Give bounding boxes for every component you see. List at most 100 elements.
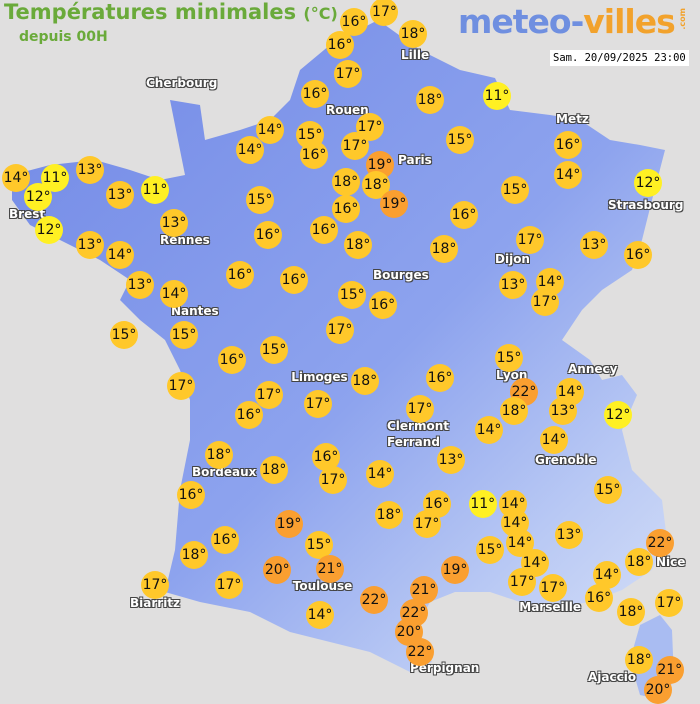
temperature-marker[interactable]: 20° xyxy=(263,556,292,584)
temperature-marker[interactable]: 18° xyxy=(375,501,403,529)
temperature-marker[interactable]: 22° xyxy=(646,528,674,557)
temperature-marker[interactable]: 13° xyxy=(126,271,154,299)
temperature-marker[interactable]: 21° xyxy=(316,554,344,583)
temperature-marker[interactable]: 16° xyxy=(211,526,239,554)
temperature-marker[interactable]: 17° xyxy=(215,571,243,599)
temperature-marker[interactable]: 11° xyxy=(483,82,511,110)
temperature-marker[interactable]: 18° xyxy=(617,598,645,626)
temperature-marker[interactable]: 17° xyxy=(319,466,347,494)
temperature-marker[interactable]: 16° xyxy=(235,401,263,429)
temperature-marker[interactable]: 18° xyxy=(350,367,379,395)
temperature-marker[interactable]: 18° xyxy=(625,645,654,674)
temperature-marker[interactable]: 13° xyxy=(549,397,577,426)
temperature-marker[interactable]: 15° xyxy=(246,186,274,214)
temperature-marker[interactable]: 17° xyxy=(334,60,362,88)
temperature-marker[interactable]: 13° xyxy=(437,446,465,474)
temperature-marker[interactable]: 16° xyxy=(226,261,254,289)
temperature-marker[interactable]: 14° xyxy=(256,116,284,144)
temperature-marker[interactable]: 16° xyxy=(339,8,368,36)
temperature-marker[interactable]: 11° xyxy=(468,490,497,518)
temperature-marker[interactable]: 14° xyxy=(236,136,264,164)
temperature-marker[interactable]: 16° xyxy=(332,195,360,223)
temperature-marker[interactable]: 16° xyxy=(300,141,328,169)
temperature-marker[interactable]: 15° xyxy=(338,281,367,309)
temperature-marker[interactable]: 12° xyxy=(604,401,632,429)
temperature-marker[interactable]: 13° xyxy=(555,521,583,549)
temperature-marker[interactable]: 14° xyxy=(366,460,394,488)
temperature-marker[interactable]: 13° xyxy=(76,156,104,184)
temperature-marker[interactable]: 17° xyxy=(508,568,537,597)
temperature-marker[interactable]: 16° xyxy=(280,266,308,294)
temperature-marker[interactable]: 18° xyxy=(344,231,372,259)
temperature-marker[interactable]: 13° xyxy=(580,231,608,259)
temperature-marker[interactable]: 17° xyxy=(304,390,332,418)
temperature-marker[interactable]: 13° xyxy=(160,208,188,237)
temperature-marker[interactable]: 17° xyxy=(255,381,283,409)
temperature-marker[interactable]: 13° xyxy=(499,271,527,299)
temperature-marker[interactable]: 14° xyxy=(554,161,582,189)
temperature-marker[interactable]: 15° xyxy=(476,536,504,564)
temperature-marker[interactable]: 20° xyxy=(644,675,672,704)
temperature-marker[interactable]: 16° xyxy=(624,241,652,269)
temperature-marker[interactable]: 17° xyxy=(370,0,399,26)
temperature-marker[interactable]: 16° xyxy=(426,364,454,392)
temperature-marker[interactable]: 12° xyxy=(24,183,53,212)
temperature-marker[interactable]: 16° xyxy=(310,216,338,244)
temperature-marker[interactable]: 18° xyxy=(500,397,528,426)
temperature-marker[interactable]: 17° xyxy=(413,510,441,538)
temperature-marker[interactable]: 18° xyxy=(180,541,208,569)
temperature-marker[interactable]: 13° xyxy=(76,231,104,259)
temperature-marker[interactable]: 11° xyxy=(141,176,169,204)
temperature-marker[interactable]: 14° xyxy=(540,426,568,454)
temperature-marker[interactable]: 11° xyxy=(41,163,69,192)
temperature-marker[interactable]: 16° xyxy=(584,584,613,612)
temperature-marker[interactable]: 15° xyxy=(305,531,333,559)
temperature-marker[interactable]: 22° xyxy=(406,637,434,666)
temperature-marker[interactable]: 14° xyxy=(2,163,30,192)
temperature-marker[interactable]: 17° xyxy=(655,589,683,617)
temperature-marker[interactable]: 15° xyxy=(594,476,622,504)
temperature-marker[interactable]: 15° xyxy=(501,176,529,204)
temperature-marker[interactable]: 19° xyxy=(441,556,469,584)
temperature-marker[interactable]: 16° xyxy=(254,221,282,249)
temperature-marker[interactable]: 16° xyxy=(312,443,340,471)
temperature-marker[interactable]: 16° xyxy=(177,481,205,509)
temperature-marker[interactable]: 16° xyxy=(218,346,246,374)
temperature-marker[interactable]: 18° xyxy=(331,168,360,196)
temperature-marker[interactable]: 18° xyxy=(430,235,458,263)
temperature-marker[interactable]: 15° xyxy=(446,126,474,154)
temperature-marker[interactable]: 17° xyxy=(538,574,567,602)
temperature-marker[interactable]: 17° xyxy=(531,287,559,316)
temperature-marker[interactable]: 15° xyxy=(110,321,138,349)
temperature-marker[interactable]: 18° xyxy=(205,440,233,469)
temperature-marker[interactable]: 17° xyxy=(516,226,544,254)
temperature-marker[interactable]: 17° xyxy=(326,316,354,344)
temperature-marker[interactable]: 15° xyxy=(170,321,198,349)
temperature-marker[interactable]: 14° xyxy=(475,416,503,445)
temperature-marker[interactable]: 22° xyxy=(400,598,428,627)
temperature-marker[interactable]: 17° xyxy=(167,372,195,400)
temperature-marker[interactable]: 14° xyxy=(593,561,621,589)
temperature-marker[interactable]: 16° xyxy=(326,31,354,59)
temperature-marker[interactable]: 14° xyxy=(306,601,334,629)
temperature-marker[interactable]: 14° xyxy=(106,241,134,269)
temperature-marker[interactable]: 12° xyxy=(35,216,63,245)
temperature-marker[interactable]: 19° xyxy=(380,189,408,218)
temperature-marker[interactable]: 18° xyxy=(625,548,653,577)
temperature-marker[interactable]: 17° xyxy=(141,571,169,599)
temperature-marker[interactable]: 19° xyxy=(275,510,303,538)
temperature-marker[interactable]: 22° xyxy=(360,586,388,614)
temperature-marker[interactable]: 12° xyxy=(634,169,662,197)
temperature-marker[interactable]: 18° xyxy=(399,20,427,48)
temperature-marker[interactable]: 16° xyxy=(368,291,397,319)
temperature-marker[interactable]: 13° xyxy=(106,181,134,209)
temperature-marker[interactable]: 14° xyxy=(160,279,188,308)
temperature-marker[interactable]: 15° xyxy=(495,344,523,373)
temperature-marker[interactable]: 16° xyxy=(450,201,478,229)
temperature-marker[interactable]: 18° xyxy=(416,86,444,114)
temperature-marker[interactable]: 15° xyxy=(260,336,288,364)
temperature-marker[interactable]: 17° xyxy=(341,132,369,161)
temperature-marker[interactable]: 16° xyxy=(301,79,329,108)
temperature-marker[interactable]: 17° xyxy=(406,395,434,423)
temperature-marker[interactable]: 18° xyxy=(260,456,288,484)
